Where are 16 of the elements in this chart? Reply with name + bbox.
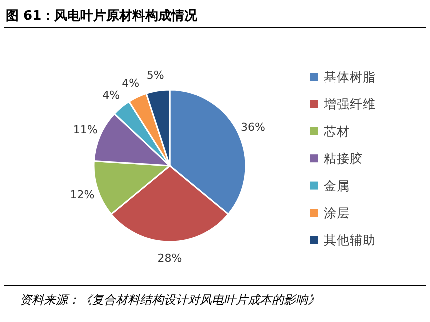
legend-label: 粘接胶 (324, 151, 363, 166)
legend-label: 增强纤维 (323, 96, 376, 112)
data-label: 11% (73, 123, 98, 136)
data-label: 12% (70, 188, 95, 202)
legend-label: 基体树脂 (324, 70, 376, 84)
legend-label: 芯材 (323, 124, 350, 139)
data-label: 5% (146, 69, 164, 82)
text: 资料来源：《复合材料结构设计对风电叶片成本的影响》 (20, 293, 320, 307)
data-label: 28% (158, 252, 182, 265)
data-label: 4% (102, 89, 120, 102)
chart-title: 图 61：风电叶片原材料构成情况 (6, 9, 199, 24)
legend-label: 涂层 (324, 206, 350, 220)
data-label: 36% (241, 120, 266, 134)
data-label: 4% (122, 76, 140, 90)
legend-label: 其他辅助 (324, 232, 376, 248)
legend-label: 金属 (324, 178, 350, 194)
